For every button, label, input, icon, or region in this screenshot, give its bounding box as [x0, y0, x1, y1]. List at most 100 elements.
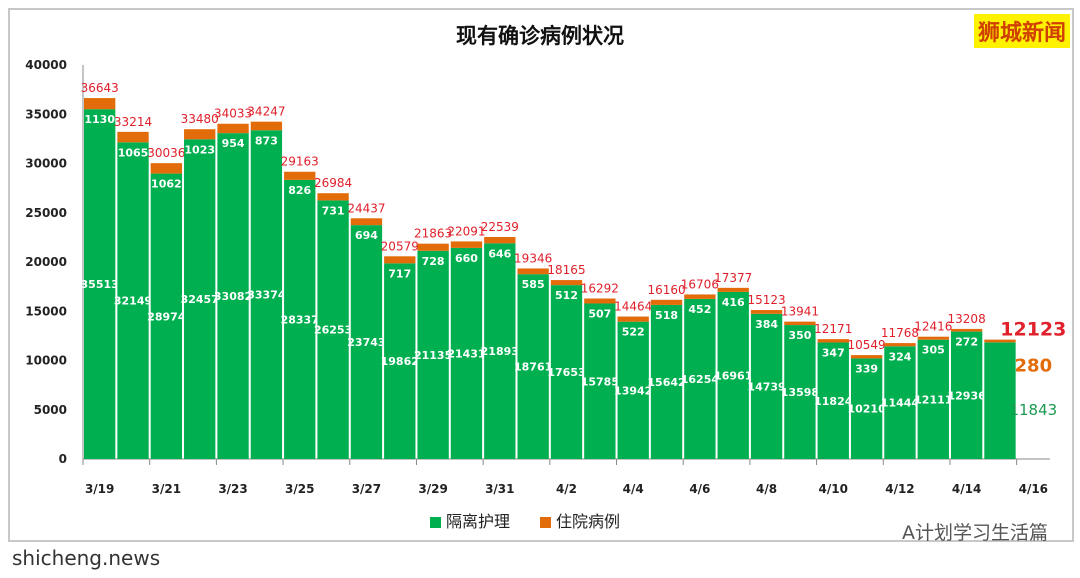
data-label-total: 12123 — [1000, 319, 1066, 341]
x-tick-label: 4/12 — [885, 482, 914, 496]
data-label-isolation: 16254 — [681, 373, 720, 386]
y-tick-label: 40000 — [25, 58, 67, 72]
bar-isolation — [317, 200, 349, 459]
data-label-total: 12171 — [814, 322, 852, 336]
data-label-total: 29163 — [281, 155, 319, 169]
data-label-hospital: 416 — [722, 296, 745, 309]
bar-hospital — [850, 355, 883, 359]
bar-isolation — [650, 304, 683, 459]
data-label-isolation: 33374 — [247, 289, 286, 302]
legend-label: 隔离护理 — [446, 512, 511, 531]
bar-hospital — [417, 243, 449, 251]
bar-isolation — [517, 274, 549, 459]
bar-isolation — [884, 346, 916, 459]
data-label-hospital: 512 — [555, 289, 578, 302]
data-label-isolation: 32457 — [181, 293, 219, 306]
data-label-total: 22539 — [481, 220, 519, 234]
data-label-total: 16706 — [681, 277, 719, 291]
bar-isolation — [617, 321, 649, 459]
brand-logo: 狮城新闻 — [973, 14, 1070, 48]
data-label-hospital: 339 — [855, 362, 878, 375]
bar-hospital — [950, 328, 983, 332]
bar-isolation — [350, 225, 383, 459]
data-label-hospital: 280 — [1015, 356, 1053, 377]
x-tick-label: 3/19 — [85, 482, 114, 496]
x-tick-label: 4/16 — [1019, 482, 1048, 496]
y-tick-label: 30000 — [25, 157, 67, 171]
data-label-total: 21863 — [414, 227, 452, 241]
x-tick-label: 4/14 — [952, 482, 981, 496]
data-label-total: 13208 — [948, 312, 986, 326]
bar-isolation — [417, 250, 449, 459]
data-label-hospital: 452 — [688, 303, 711, 316]
data-label-isolation: 26253 — [314, 324, 352, 337]
data-label-total: 12416 — [914, 320, 952, 334]
data-label-hospital: 694 — [355, 229, 378, 242]
bar-isolation — [717, 291, 749, 459]
data-label-isolation: 11843 — [1009, 401, 1057, 419]
data-label-hospital: 731 — [322, 204, 345, 217]
bar-hospital — [284, 171, 316, 180]
watermark-account: A计划学习生活篇 — [902, 522, 1048, 544]
data-label-isolation: 21135 — [414, 349, 452, 362]
data-label-total: 34033 — [214, 107, 252, 121]
bar-isolation — [984, 342, 1016, 459]
data-label-hospital: 324 — [888, 350, 911, 363]
data-label-total: 18165 — [547, 263, 585, 277]
data-label-total: 34247 — [247, 105, 285, 119]
data-label-isolation: 16961 — [714, 369, 752, 382]
bar-hospital — [917, 336, 949, 340]
data-label-isolation: 15642 — [647, 376, 685, 389]
y-tick-label: 25000 — [25, 206, 67, 220]
x-tick-label: 3/23 — [218, 482, 247, 496]
bar-isolation — [817, 342, 849, 459]
data-label-hospital: 1065 — [118, 146, 149, 159]
data-label-isolation: 19862 — [381, 355, 419, 368]
data-label-isolation: 15785 — [581, 375, 619, 388]
data-label-isolation: 13942 — [614, 384, 652, 397]
bar-isolation — [784, 325, 816, 459]
bar-hospital — [784, 321, 816, 326]
data-label-total: 10549 — [848, 338, 886, 352]
data-label-hospital: 646 — [488, 247, 511, 260]
data-label-hospital: 585 — [522, 278, 545, 291]
bar-isolation — [250, 130, 283, 459]
x-tick-label: 4/6 — [689, 482, 710, 496]
data-label-hospital: 728 — [422, 255, 445, 268]
data-label-isolation: 21893 — [481, 345, 519, 358]
bar-isolation — [384, 263, 416, 459]
y-tick-label: 0 — [59, 452, 67, 466]
data-label-isolation: 21431 — [447, 347, 485, 360]
data-label-isolation: 10210 — [847, 403, 886, 416]
data-label-hospital: 1130 — [84, 113, 115, 126]
bar-hospital — [684, 294, 716, 299]
y-tick-label: 35000 — [25, 107, 67, 121]
bar-hospital — [250, 121, 283, 131]
bar-hospital — [817, 339, 849, 343]
data-label-total: 16292 — [581, 282, 619, 296]
data-label-isolation: 12111 — [914, 393, 952, 406]
bar-isolation — [850, 358, 883, 459]
data-label-total: 20579 — [381, 239, 419, 253]
data-label-isolation: 18761 — [514, 361, 552, 374]
data-label-total: 26984 — [314, 176, 352, 190]
bar-hospital — [317, 193, 349, 201]
data-label-isolation: 11824 — [814, 395, 853, 408]
bar-isolation — [584, 303, 616, 459]
data-label-isolation: 14739 — [747, 380, 785, 393]
y-tick-label: 10000 — [25, 354, 67, 368]
bar-isolation — [150, 173, 183, 460]
data-label-isolation: 23743 — [347, 336, 385, 349]
bar-isolation — [84, 109, 116, 459]
data-label-total: 16160 — [647, 283, 685, 297]
data-label-hospital: 350 — [788, 329, 811, 342]
data-label-total: 36643 — [81, 81, 119, 95]
x-tick-label: 3/29 — [418, 482, 447, 496]
data-label-isolation: 17653 — [547, 366, 585, 379]
data-label-hospital: 954 — [222, 137, 245, 150]
data-label-total: 17377 — [714, 271, 752, 285]
bar-isolation — [750, 313, 783, 459]
legend-item-hospital: 住院病例 — [540, 508, 620, 532]
data-label-isolation: 32149 — [114, 295, 152, 308]
bar-isolation — [284, 179, 316, 459]
